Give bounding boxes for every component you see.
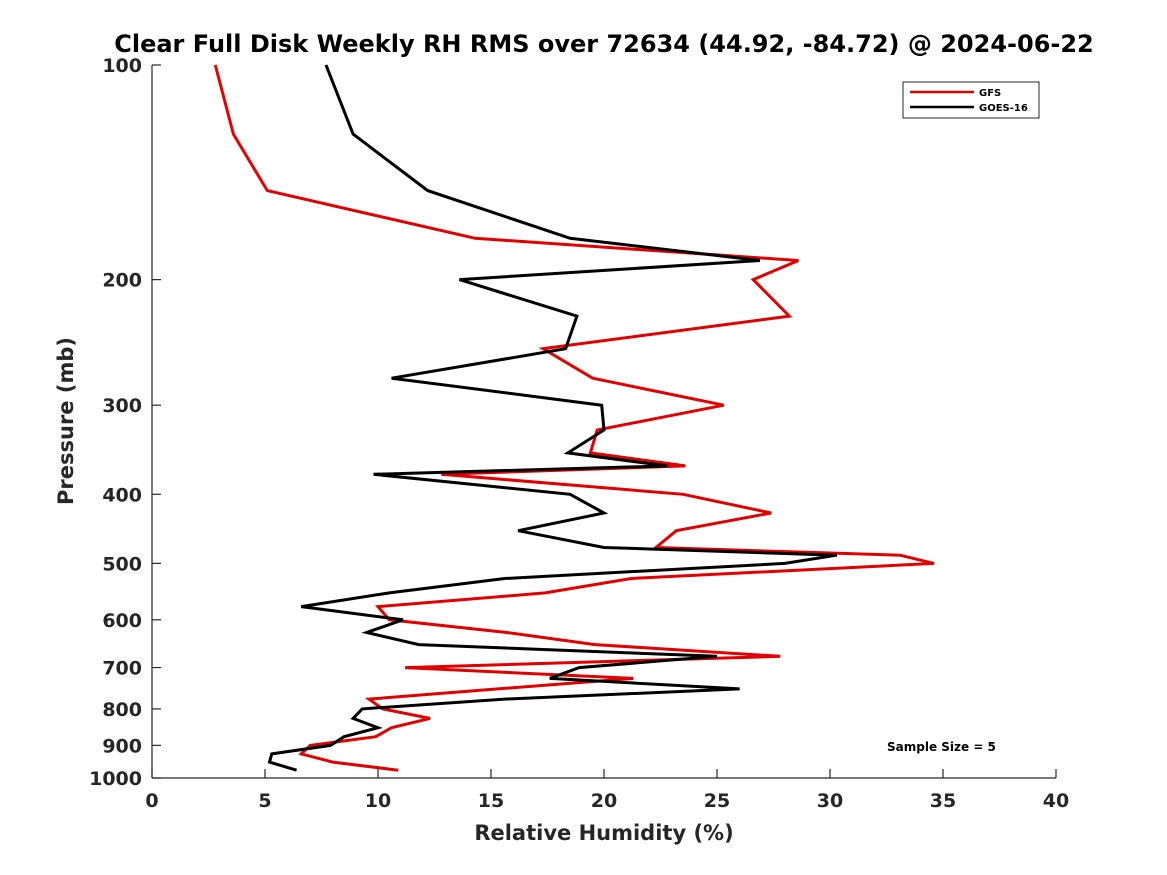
legend-box: [902, 81, 1040, 119]
x-tick-label: 20: [591, 790, 617, 812]
sample-size-annotation: Sample Size = 5: [887, 740, 996, 754]
x-tick-label: 40: [1043, 790, 1069, 812]
y-tick-label: 100: [102, 55, 142, 77]
series-layer: [213, 64, 935, 772]
x-tick-label: 0: [145, 790, 158, 812]
x-tick-label: 5: [258, 790, 271, 812]
x-tick-label: 30: [817, 790, 843, 812]
legend-label-gfs: GFS: [979, 88, 1001, 99]
chart-title: Clear Full Disk Weekly RH RMS over 72634…: [114, 30, 1094, 58]
series-line-goes16: [267, 64, 838, 772]
y-tick-label: 300: [102, 395, 142, 417]
y-tick-label: 800: [102, 699, 142, 721]
series-line-gfs: [213, 64, 935, 772]
y-tick-label: 700: [102, 658, 142, 680]
x-tick-label: 35: [930, 790, 956, 812]
x-axis-title: Relative Humidity (%): [474, 821, 733, 845]
y-tick-label: 900: [102, 735, 142, 757]
legend-label-goes16: GOES-16: [979, 103, 1028, 114]
axes-layer: 0 5 10 15 20 25 30 35 40 100 200 300 400 500 600 700 800…: [89, 55, 1069, 812]
y-tick-label: 500: [102, 553, 142, 575]
x-tick-label: 25: [704, 790, 730, 812]
y-tick-label: 400: [102, 484, 142, 506]
x-tick-label: 10: [365, 790, 391, 812]
y-tick-label: 1000: [89, 768, 142, 790]
legend: GFS GOES-16: [902, 81, 1040, 119]
y-axis-title: Pressure (mb): [54, 337, 78, 505]
y-tick-label: 600: [102, 610, 142, 632]
y-tick-label: 200: [102, 270, 142, 292]
x-tick-label: 15: [478, 790, 504, 812]
